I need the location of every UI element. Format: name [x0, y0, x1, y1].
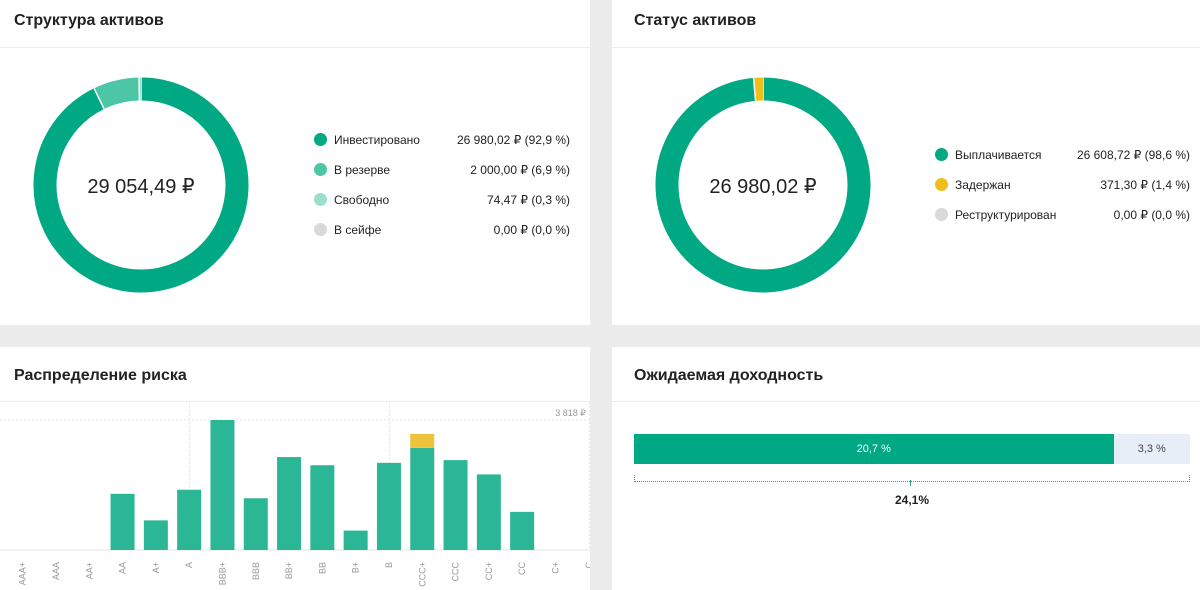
legend-dot-invested [314, 133, 327, 146]
x-tick-label-C: C [584, 562, 590, 569]
risk-bar-AA[interactable] [110, 493, 135, 550]
legend-dot-safe [314, 223, 327, 236]
legend-row-invested: Инвестировано 26 980,02 ₽ (92,9 %) [314, 133, 570, 149]
legend-row-safe: В сейфе 0,00 ₽ (0,0 %) [314, 223, 570, 239]
x-tick-label-CCC+: CCC+ [417, 562, 427, 587]
chart-max-label: 3 818 ₽ [555, 408, 586, 418]
legend-label-paying: Выплачивается [955, 148, 1042, 162]
legend-dot-restructured [935, 208, 948, 221]
legend-value-free: 74,47 ₽ (0,3 %) [486, 193, 570, 207]
yield-rest-segment: 3,3 % [1113, 434, 1190, 464]
risk-bar-BB+[interactable] [277, 457, 302, 550]
legend-row-restructured: Реструктурирован 0,00 ₽ (0,0 %) [935, 208, 1190, 224]
x-tick-label-A: A [184, 562, 194, 568]
legend-label-invested: Инвестировано [334, 133, 420, 147]
x-tick-label-A+: A+ [151, 562, 161, 573]
risk-bar-CCC[interactable] [443, 460, 468, 550]
risk-bar-A+[interactable] [143, 520, 168, 550]
risk-distribution-chart: 3 818 ₽ AAA+ AAA AA+ AA A+ A BBB+ BBB BB+ BB B+ B CC… [0, 402, 590, 587]
legend-row-free: Свободно 74,47 ₽ (0,3 %) [314, 193, 570, 209]
expected-yield-card: Ожидаемая доходность 20,7 % 3,3 % 24,1% [612, 347, 1200, 590]
risk-bar-delayed-CCC+[interactable] [410, 433, 435, 448]
legend-dot-paying [935, 148, 948, 161]
legend-label-free: Свободно [334, 193, 390, 207]
risk-bar-CC+[interactable] [476, 474, 501, 550]
structure-slice-separator-1 [93, 87, 105, 110]
expected-yield-title: Ожидаемая доходность [612, 347, 1200, 402]
legend-label-delayed: Задержан [955, 178, 1011, 192]
risk-bar-B[interactable] [376, 462, 401, 550]
x-tick-label-C+: C+ [550, 562, 560, 574]
structure-slice-1 [94, 77, 140, 110]
legend-value-safe: 0,00 ₽ (0,0 %) [493, 223, 570, 237]
legend-value-reserve: 2 000,00 ₽ (6,9 %) [470, 163, 570, 177]
status-slice-separator-1 [752, 77, 757, 101]
yield-bracket-tick [910, 480, 911, 486]
status-slice-0 [655, 77, 871, 293]
legend-dot-delayed [935, 178, 948, 191]
legend-label-reserve: В резерве [334, 163, 391, 177]
x-tick-label-AA+: AA+ [84, 562, 94, 579]
asset-structure-total: 29 054,49 ₽ [87, 176, 195, 198]
legend-row-reserve: В резерве 2 000,00 ₽ (6,9 %) [314, 163, 570, 179]
legend-value-restructured: 0,00 ₽ (0,0 %) [1113, 208, 1190, 222]
asset-structure-title: Структура активов [0, 0, 590, 48]
x-tick-label-B: B [384, 562, 394, 568]
legend-value-delayed: 371,30 ₽ (1,4 %) [1100, 178, 1190, 192]
x-tick-label-CCC: CCC [451, 562, 461, 582]
x-tick-label-BB+: BB+ [284, 562, 294, 579]
legend-dot-reserve [314, 163, 327, 176]
risk-bar-B+[interactable] [343, 530, 368, 550]
risk-bar-BBB[interactable] [243, 498, 268, 550]
risk-bar-BBB+[interactable] [210, 420, 235, 550]
legend-row-paying: Выплачивается 26 608,72 ₽ (98,6 %) [935, 148, 1190, 164]
yield-total-bracket [634, 475, 1190, 482]
legend-label-safe: В сейфе [334, 223, 382, 237]
risk-distribution-title: Распределение риска [0, 347, 590, 402]
asset-status-total: 26 980,02 ₽ [709, 176, 817, 198]
legend-value-invested: 26 980,02 ₽ (92,9 %) [456, 133, 570, 147]
x-tick-label-CC+: CC+ [484, 562, 494, 580]
risk-bar-BB[interactable] [310, 465, 335, 550]
yield-main-segment: 20,7 % [634, 434, 1114, 464]
legend-label-restructured: Реструктурирован [955, 208, 1057, 222]
asset-status-title: Статус активов [612, 0, 1200, 48]
asset-structure-donut [33, 77, 249, 293]
asset-status-legend: Выплачивается 26 608,72 ₽ (98,6 %) Задер… [935, 148, 1190, 228]
x-tick-label-CC: CC [517, 562, 527, 575]
x-tick-label-B+: B+ [351, 562, 361, 573]
legend-dot-free [314, 193, 327, 206]
asset-status-donut [655, 77, 871, 293]
expected-yield-bar: 20,7 % 3,3 % [634, 434, 1190, 464]
risk-distribution-card: Распределение риска 3 818 ₽ AAA+ AAA AA+ AA… [0, 347, 590, 590]
x-tick-label-AAA: AAA [51, 562, 61, 580]
yield-total-label: 24,1% [894, 493, 930, 507]
x-tick-label-BBB: BBB [251, 562, 261, 580]
risk-bar-CC[interactable] [510, 511, 535, 550]
asset-structure-legend: Инвестировано 26 980,02 ₽ (92,9 %) В рез… [314, 133, 570, 243]
asset-structure-card: Структура активов 29 054,49 ₽ Инвестиров… [0, 0, 590, 325]
asset-status-card: Статус активов 26 980,02 ₽ Выплачивается… [612, 0, 1200, 325]
x-tick-label-BBB+: BBB+ [217, 562, 227, 585]
x-tick-label-BB: BB [317, 562, 327, 574]
legend-value-paying: 26 608,72 ₽ (98,6 %) [1076, 148, 1190, 162]
x-tick-label-AAA+: AAA+ [18, 562, 28, 585]
structure-slice-0 [33, 77, 249, 293]
risk-bar-CCC+[interactable] [410, 447, 435, 550]
risk-bar-A[interactable] [177, 489, 202, 550]
legend-row-delayed: Задержан 371,30 ₽ (1,4 %) [935, 178, 1190, 194]
x-tick-label-AA: AA [118, 562, 128, 574]
